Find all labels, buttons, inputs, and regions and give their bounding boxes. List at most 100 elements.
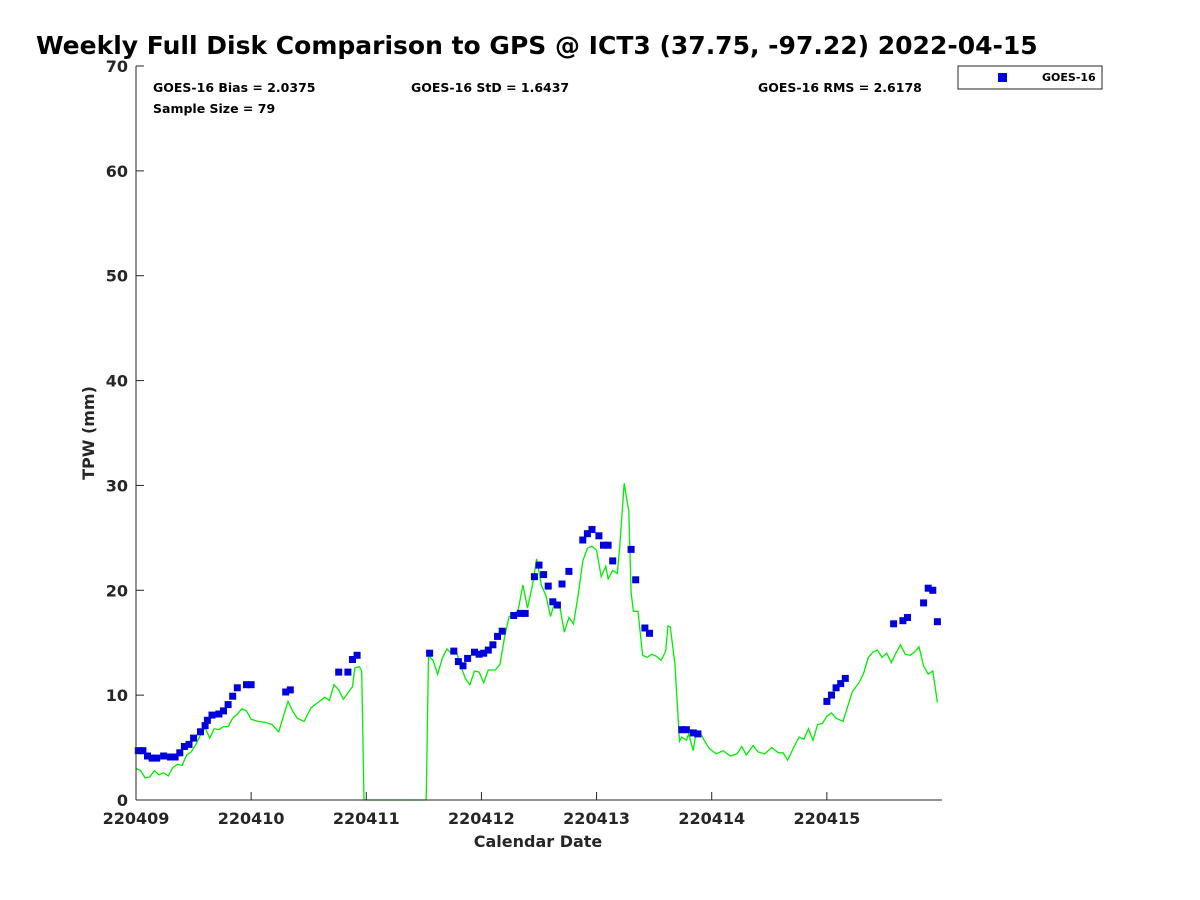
legend-box bbox=[957, 65, 1103, 90]
goes16-data-point bbox=[454, 658, 462, 666]
goes16-data-point bbox=[694, 730, 702, 738]
goes16-data-point bbox=[890, 620, 898, 628]
y-tick-label: 60 bbox=[106, 162, 128, 181]
goes16-data-point bbox=[282, 688, 290, 696]
goes16-data-point bbox=[837, 680, 845, 688]
goes16-data-point bbox=[641, 624, 649, 632]
y-tick-label: 10 bbox=[106, 686, 128, 705]
goes16-data-point bbox=[498, 627, 506, 635]
goes16-data-point bbox=[171, 753, 179, 761]
goes16-data-point bbox=[929, 586, 937, 594]
goes16-data-point bbox=[201, 722, 209, 730]
axes bbox=[135, 66, 942, 801]
x-ticks: 220409 220410 220411 220412 220413 220414 2204… bbox=[103, 792, 860, 828]
goes16-data-point bbox=[180, 743, 188, 750]
legend: GOES-16 bbox=[957, 65, 1103, 90]
x-tick-label: 220414 bbox=[678, 809, 745, 828]
goes16-data-point bbox=[139, 747, 147, 755]
goes16-data-point bbox=[604, 541, 612, 549]
goes16-data-point bbox=[899, 617, 907, 625]
goes16-data-point bbox=[167, 753, 174, 761]
goes16-data-point bbox=[933, 618, 941, 626]
goes16-data-point bbox=[646, 629, 653, 637]
goes16-data-point bbox=[544, 582, 552, 590]
goes16-data-point bbox=[459, 662, 467, 670]
y-tick-label: 40 bbox=[106, 372, 128, 391]
goes16-data-point bbox=[247, 681, 255, 689]
gps-tpw-line bbox=[135, 483, 939, 801]
goes16-data-point bbox=[678, 726, 686, 734]
plot-area bbox=[136, 66, 942, 800]
goes16-points-layer bbox=[134, 526, 941, 762]
goes16-data-point bbox=[920, 599, 928, 607]
goes16-data-point bbox=[160, 752, 168, 760]
goes16-data-point bbox=[134, 747, 142, 755]
y-tick-label: 30 bbox=[106, 476, 128, 495]
stat-sample-size: Sample Size = 79 bbox=[153, 101, 275, 116]
goes16-data-point bbox=[530, 573, 538, 581]
goes16-data-point bbox=[176, 749, 184, 757]
stat-bias: GOES-16 Bias = 2.0375 bbox=[153, 80, 315, 95]
x-tick-label: 220413 bbox=[563, 809, 630, 828]
x-tick-label: 220412 bbox=[448, 809, 515, 828]
goes16-data-point bbox=[595, 532, 603, 540]
goes16-data-point bbox=[828, 691, 835, 699]
goes16-data-point bbox=[335, 668, 343, 676]
y-axis-label: TPW (mm) bbox=[79, 386, 98, 480]
goes16-data-point bbox=[426, 649, 434, 657]
x-axis-label: Calendar Date bbox=[474, 832, 603, 851]
goes16-data-point bbox=[510, 612, 518, 619]
goes16-data-point bbox=[904, 614, 911, 621]
goes16-data-point bbox=[344, 668, 352, 676]
y-tick-label: 0 bbox=[117, 791, 128, 810]
goes16-data-point bbox=[464, 654, 472, 662]
goes16-data-point bbox=[286, 686, 294, 694]
goes16-data-point bbox=[924, 584, 932, 592]
goes16-data-point bbox=[224, 701, 232, 709]
goes16-data-point bbox=[583, 530, 591, 538]
goes16-data-point bbox=[450, 647, 458, 655]
goes16-data-point bbox=[475, 650, 483, 658]
goes16-data-point bbox=[689, 729, 697, 737]
chart-title: Weekly Full Disk Comparison to GPS @ ICT… bbox=[36, 31, 1038, 60]
goes16-data-point bbox=[349, 656, 356, 663]
goes16-data-point bbox=[480, 649, 488, 657]
goes16-data-point bbox=[565, 567, 573, 575]
goes16-data-point bbox=[549, 598, 557, 606]
stat-rms: GOES-16 RMS = 2.6178 bbox=[758, 80, 922, 95]
x-tick-label: 220410 bbox=[218, 809, 285, 828]
goes16-data-point bbox=[609, 557, 617, 565]
x-tick-label: 220409 bbox=[103, 809, 170, 828]
legend-marker-goes16 bbox=[998, 73, 1007, 82]
x-tick-label: 220411 bbox=[333, 809, 400, 828]
goes16-data-point bbox=[517, 609, 525, 617]
goes16-data-point bbox=[471, 648, 478, 656]
goes16-data-point bbox=[823, 697, 831, 705]
goes16-data-point bbox=[489, 641, 497, 649]
goes16-data-point bbox=[553, 601, 561, 609]
goes16-data-point bbox=[208, 711, 216, 719]
goes16-data-point bbox=[148, 754, 156, 762]
goes16-data-point bbox=[832, 684, 840, 692]
goes16-data-point bbox=[353, 651, 361, 659]
goes16-data-point bbox=[521, 609, 529, 617]
goes16-data-point bbox=[682, 726, 690, 734]
goes16-data-point bbox=[185, 740, 193, 748]
goes16-data-point bbox=[494, 632, 501, 640]
goes16-data-point bbox=[220, 707, 227, 715]
stat-std: GOES-16 StD = 1.6437 bbox=[411, 80, 569, 95]
goes16-data-point bbox=[484, 646, 492, 654]
goes16-data-point bbox=[153, 754, 161, 762]
y-tick-label: 20 bbox=[106, 581, 128, 600]
goes16-data-point bbox=[190, 734, 198, 742]
goes16-data-point bbox=[600, 541, 607, 549]
goes16-data-point bbox=[588, 526, 596, 533]
goes16-data-point bbox=[229, 692, 237, 700]
goes16-data-point bbox=[215, 710, 223, 718]
gps-line-layer bbox=[135, 483, 939, 801]
goes16-data-point bbox=[203, 716, 211, 724]
y-tick-label: 50 bbox=[106, 267, 128, 286]
y-tick-label: 70 bbox=[106, 57, 128, 76]
goes16-data-point bbox=[144, 752, 151, 760]
